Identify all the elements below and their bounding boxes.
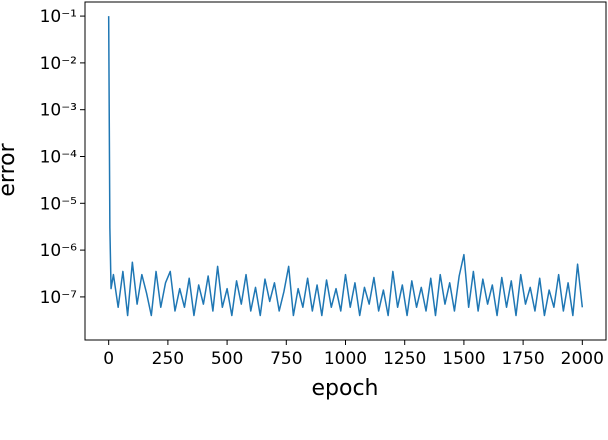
y-tick-label: 10⁻² xyxy=(40,54,77,74)
x-tick-label: 2000 xyxy=(561,349,604,369)
y-tick-label: 10⁻⁶ xyxy=(40,241,78,261)
y-axis-label: error xyxy=(0,142,20,196)
y-tick-label: 10⁻¹ xyxy=(40,7,77,27)
x-tick-label: 1750 xyxy=(501,349,544,369)
y-tick-label: 10⁻⁴ xyxy=(40,147,78,167)
y-tick-label: 10⁻³ xyxy=(40,101,77,121)
x-axis-label: epoch xyxy=(312,376,379,401)
x-tick-label: 1250 xyxy=(383,349,426,369)
y-tick-label: 10⁻⁷ xyxy=(40,288,78,308)
x-tick-label: 1000 xyxy=(324,349,367,369)
x-tick-label: 250 xyxy=(152,349,184,369)
x-tick-label: 0 xyxy=(103,349,114,369)
x-tick-label: 500 xyxy=(211,349,243,369)
plot-frame xyxy=(84,1,607,341)
x-tick-label: 1500 xyxy=(442,349,485,369)
data-line xyxy=(107,16,584,317)
y-tick-label: 10⁻⁵ xyxy=(40,194,77,214)
x-tick-label: 750 xyxy=(270,349,302,369)
